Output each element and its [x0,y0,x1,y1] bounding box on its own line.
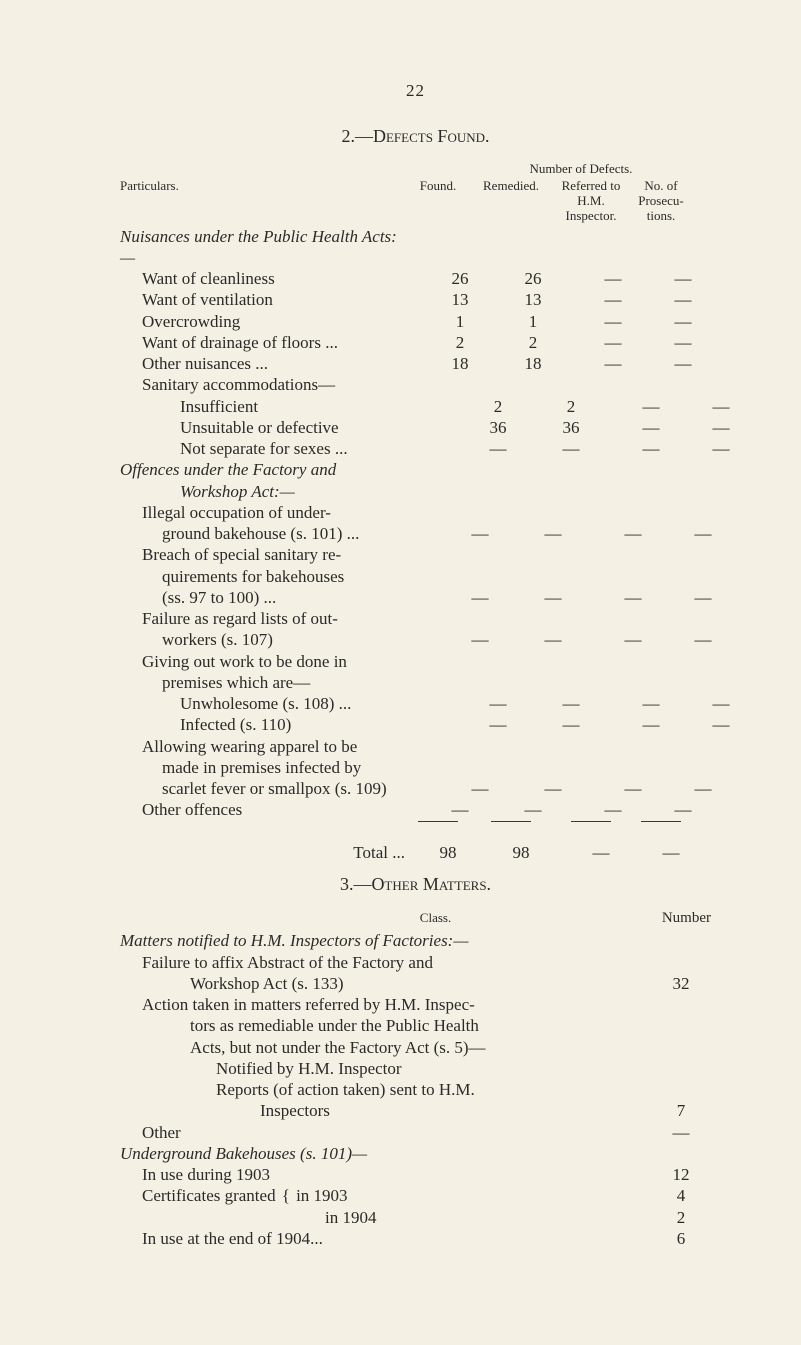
col-headers-line2: Particulars. Found. Remedied. Referred t… [120,179,711,224]
table-row: Other nuisances ... 18 18 — — [120,353,711,374]
under-row: In use during 1903 12 [120,1164,711,1185]
matter-row: Other — [120,1122,711,1143]
table-row: Allowing wearing apparel to be [120,736,711,757]
table-row: workers (s. 107) — — — — [120,629,711,650]
col-referred: Referred to H.M. Inspector. [551,179,631,224]
rule-row [120,821,711,842]
matter-row: Action taken in matters referred by H.M.… [120,994,711,1015]
matter-row: Reports (of action taken) sent to H.M. [120,1079,711,1100]
col-remedied: Remedied. [471,179,551,224]
defects-header: Number of Defects. [471,162,691,177]
table-row: Overcrowding 1 1 — — [120,311,711,332]
underground-heading: Underground Bakehouses (s. 101)— [120,1143,711,1164]
table-row: Want of cleanliness 26 26 — — [120,268,711,289]
page-number: 22 [120,80,711,101]
table-row: Failure as regard lists of out- [120,608,711,629]
table-row: Breach of special sanitary re- [120,544,711,565]
col-headers-line1: Number of Defects. [120,162,711,177]
table-row: made in premises infected by [120,757,711,778]
under-row: in 1904 2 [120,1207,711,1228]
table-row: Other offences — — — — [120,799,711,820]
under-row: In use at the end of 1904... 6 [120,1228,711,1249]
matters-heading: Matters notified to H.M. Inspectors of F… [120,930,711,951]
table-row: Want of drainage of floors ... 2 2 — — [120,332,711,353]
matter-row: Inspectors7 [120,1100,711,1121]
offences-heading: Offences under the Factory and [120,459,711,480]
matter-row: Failure to affix Abstract of the Factory… [120,952,711,973]
col-prosecutions: No. of Prosecu- tions. [631,179,691,224]
section-3-title: 3.—Other Matters. [120,873,711,896]
col-found: Found. [405,179,471,224]
table-row: Not separate for sexes ... — — — — [120,438,711,459]
offences-heading-2: Workshop Act:— [120,481,711,502]
table-row: Insufficient 2 2 — — [120,396,711,417]
table-row: Infected (s. 110) — — — — [120,714,711,735]
table-row: premises which are— [120,672,711,693]
table-row: scarlet fever or smallpox (s. 109) — — —… [120,778,711,799]
nuisances-heading: Nuisances under the Public Health Acts:— [120,226,711,269]
table-row: Unsuitable or defective 36 36 — — [120,417,711,438]
document-page: 22 2.—Defects Found. Number of Defects. … [0,0,801,1309]
table-row: quirements for bakehouses [120,566,711,587]
under-row: Certificates granted { in 1903 4 [120,1185,711,1206]
class-number-header: Class. Number [120,909,711,930]
total-row: Total ... 98 98 — — [120,842,711,863]
matter-row: Workshop Act (s. 133) 32 [120,973,711,994]
matter-row: Acts, but not under the Factory Act (s. … [120,1037,711,1058]
table-row: Illegal occupation of under- [120,502,711,523]
table-row: (ss. 97 to 100) ... — — — — [120,587,711,608]
table-row: Giving out work to be done in [120,651,711,672]
table-row: ground bakehouse (s. 101) ... — — — — [120,523,711,544]
matter-row: tors as remediable under the Public Heal… [120,1015,711,1036]
matter-row: Notified by H.M. Inspector [120,1058,711,1079]
section-2-title: 2.—Defects Found. [120,125,711,148]
col-particulars: Particulars. [120,179,405,224]
table-row: Unwholesome (s. 108) ... — — — — [120,693,711,714]
sanitary-heading: Sanitary accommodations— [120,374,711,395]
table-row: Want of ventilation 13 13 — — [120,289,711,310]
